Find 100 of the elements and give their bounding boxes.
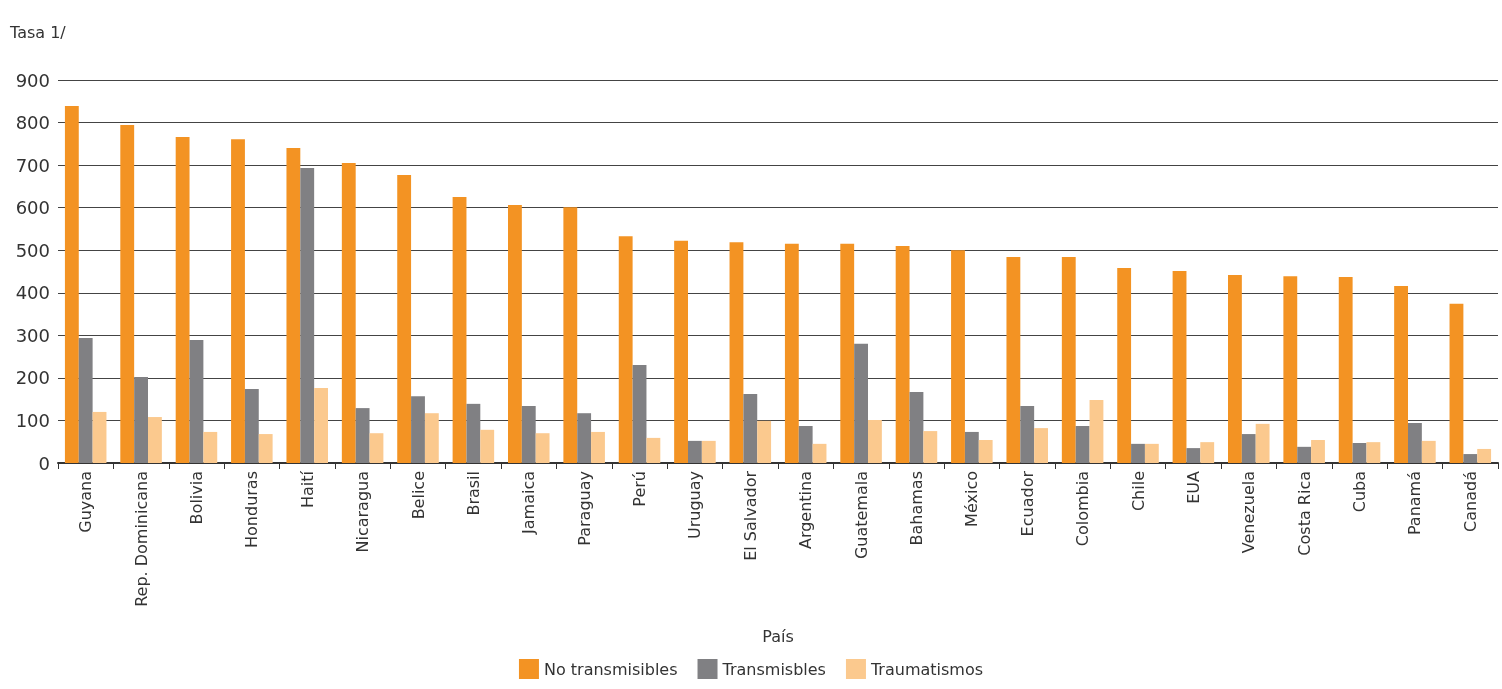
- x-tick-label: Colombia: [1073, 471, 1093, 547]
- x-tick-label: El Salvador: [740, 470, 760, 561]
- bar: [577, 413, 592, 463]
- bar: [369, 433, 384, 463]
- bar: [1172, 271, 1187, 463]
- bar: [92, 411, 107, 463]
- bar: [1394, 285, 1408, 463]
- bar: [895, 245, 910, 463]
- bar: [397, 174, 412, 463]
- x-tick-label: Cuba: [1350, 471, 1370, 513]
- bar: [480, 429, 495, 463]
- x-tick-label: Brasil: [463, 471, 483, 516]
- x-tick-label: Honduras: [242, 471, 262, 548]
- x-tick-label: Guyana: [76, 471, 96, 533]
- legend-label: Transmisbles: [721, 659, 826, 679]
- bar: [148, 417, 162, 463]
- bar: [1338, 277, 1353, 463]
- bar: [1463, 454, 1478, 463]
- y-tick-label: 0: [38, 452, 50, 474]
- bar: [78, 337, 93, 463]
- bar: [120, 125, 135, 463]
- bar: [812, 443, 827, 463]
- bar: [1006, 257, 1021, 463]
- bar: [231, 139, 245, 463]
- bar: [1283, 276, 1298, 463]
- bar: [840, 243, 855, 463]
- x-tick-label: México: [962, 471, 982, 527]
- x-tick-label: Panamá: [1405, 471, 1425, 536]
- bar: [964, 431, 979, 463]
- x-tick-label: Bolivia: [186, 471, 206, 525]
- legend-label: No transmisibles: [543, 659, 678, 679]
- x-tick-label: Nicaragua: [353, 471, 373, 553]
- x-tick-label: Canadá: [1460, 471, 1480, 532]
- bar: [452, 197, 467, 463]
- bar: [591, 431, 605, 463]
- x-tick-label: Belice: [408, 471, 428, 520]
- bar: [286, 148, 301, 463]
- x-axis-title: País: [762, 626, 794, 646]
- x-tick-label: EUA: [1183, 470, 1203, 504]
- bar: [868, 420, 882, 463]
- y-tick-label: 700: [15, 154, 50, 176]
- bar: [701, 440, 716, 463]
- bar: [1144, 443, 1159, 463]
- bar: [1366, 442, 1381, 463]
- bar: [203, 431, 218, 463]
- bar: [1117, 268, 1132, 463]
- bar: [1241, 434, 1256, 463]
- bar: [1228, 274, 1242, 463]
- bar: [1020, 405, 1035, 463]
- x-tick-label: Venezuela: [1239, 471, 1259, 554]
- x-tick-label: Perú: [630, 471, 650, 507]
- y-axis-title: Tasa 1/: [9, 22, 67, 42]
- x-tick-label: Guatemala: [851, 471, 871, 560]
- y-tick-label: 100: [15, 409, 50, 431]
- bar: [1352, 443, 1367, 463]
- x-tick-label: Haití: [297, 470, 317, 508]
- x-tick-label: Rep. Dominicana: [131, 471, 151, 607]
- bar: [923, 431, 938, 463]
- bar: [1200, 442, 1215, 463]
- bar: [632, 365, 647, 463]
- y-tick-label: 900: [15, 69, 50, 91]
- bar: [757, 420, 772, 463]
- bar: [411, 396, 425, 463]
- bar: [1408, 423, 1422, 463]
- bar: [1477, 448, 1492, 463]
- bar: [1131, 443, 1145, 463]
- bar: [1421, 440, 1436, 463]
- x-tick-label: Costa Rica: [1294, 471, 1314, 556]
- y-tick-label: 800: [15, 112, 50, 134]
- bar: [1255, 423, 1270, 463]
- bar: [563, 207, 578, 463]
- legend-label: Traumatismos: [869, 659, 984, 679]
- bar: [508, 205, 522, 463]
- bar: [1034, 428, 1048, 463]
- bar: [1075, 425, 1090, 463]
- x-tick-label: Argentina: [796, 471, 816, 550]
- y-tick-label: 300: [15, 324, 50, 346]
- bar: [355, 408, 370, 463]
- y-tick-label: 400: [15, 282, 50, 304]
- bar: [674, 240, 688, 463]
- bar: [314, 388, 328, 463]
- bar: [175, 137, 190, 463]
- bar: [1449, 303, 1464, 463]
- bar: [618, 236, 633, 463]
- bar: [951, 250, 965, 463]
- bar: [798, 425, 813, 463]
- bar: [535, 433, 550, 463]
- y-tick-label: 500: [15, 239, 50, 261]
- bar: [1311, 440, 1325, 463]
- x-tick-label: Paraguay: [574, 471, 594, 546]
- bar: [688, 440, 702, 463]
- y-tick-label: 200: [15, 367, 50, 389]
- bar: [646, 437, 661, 463]
- bar: [1297, 446, 1312, 463]
- bar: [521, 405, 536, 463]
- x-tick-label: Jamaica: [519, 471, 539, 535]
- bar: [189, 340, 204, 463]
- x-tick-label: Chile: [1128, 471, 1148, 512]
- bar: [258, 434, 273, 463]
- bar: [743, 394, 758, 463]
